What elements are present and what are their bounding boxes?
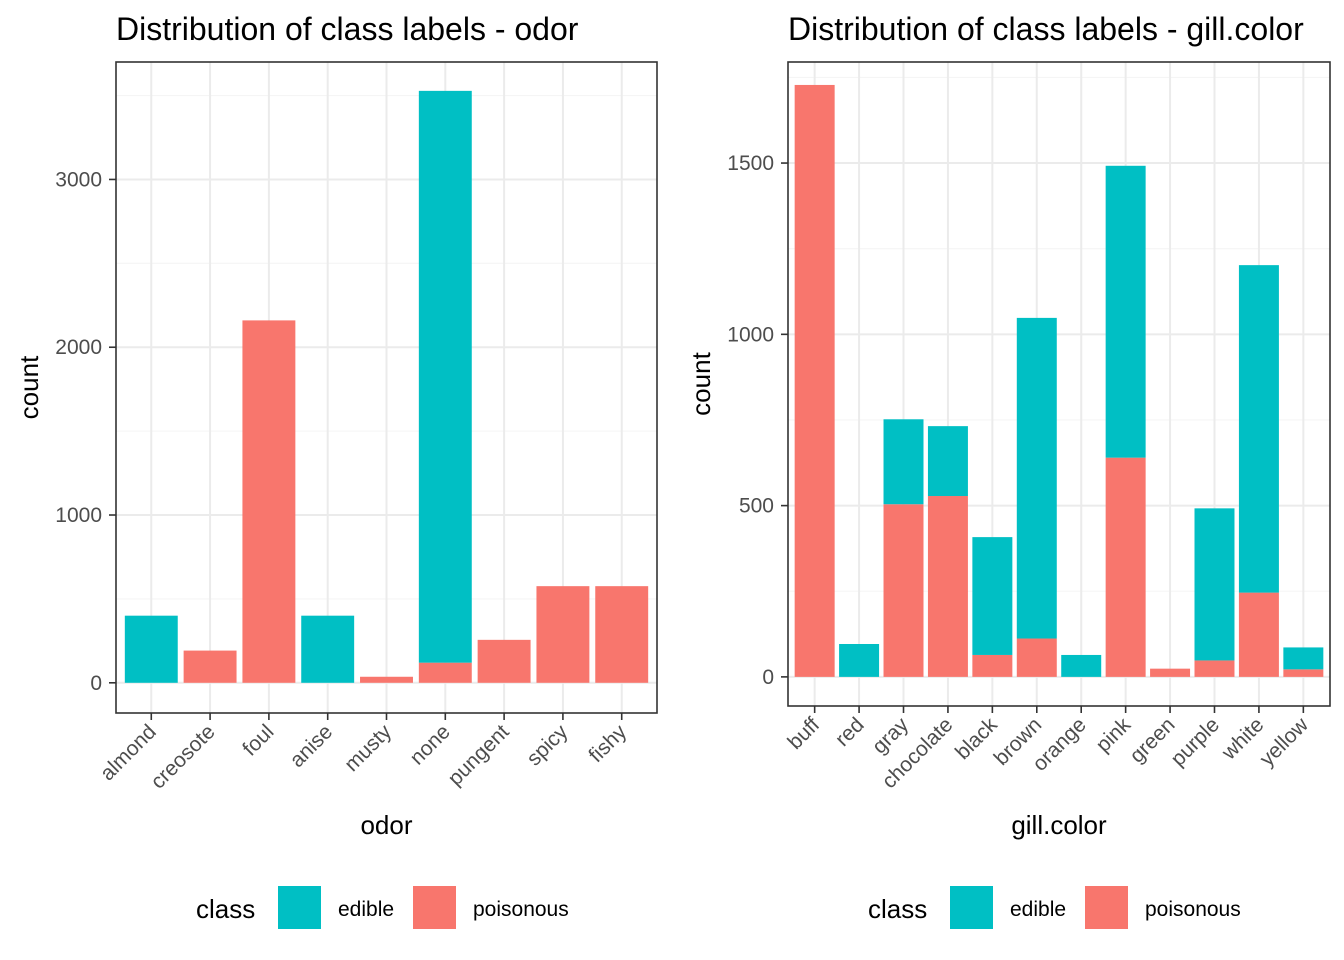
bar-poisonous-white bbox=[1238, 592, 1279, 677]
y-tick-label: 0 bbox=[90, 672, 102, 695]
bar-poisonous-chocolate bbox=[927, 496, 968, 677]
x-axis-title: gill.color bbox=[1011, 810, 1107, 840]
bar-edible-none bbox=[418, 90, 472, 663]
y-tick-label: 3000 bbox=[55, 168, 102, 191]
x-tick-label: pungent bbox=[444, 720, 514, 790]
y-tick-label: 500 bbox=[739, 495, 774, 518]
x-tick-label: yellow bbox=[1255, 713, 1313, 771]
bar-poisonous-creosote bbox=[183, 650, 237, 683]
legend-title: class bbox=[196, 894, 255, 924]
bar-poisonous-pink bbox=[1105, 457, 1146, 677]
bar-poisonous-spicy bbox=[536, 586, 590, 683]
bar-poisonous-purple bbox=[1194, 660, 1235, 677]
x-tick-label: red bbox=[831, 713, 869, 751]
bar-poisonous-buff bbox=[794, 84, 835, 677]
x-tick-label: none bbox=[406, 720, 455, 769]
legend-key-poisonous bbox=[1085, 886, 1128, 929]
y-tick-label: 2000 bbox=[55, 336, 102, 359]
x-tick-label: foul bbox=[238, 720, 278, 760]
bar-edible-anise bbox=[301, 615, 355, 683]
bar-poisonous-brown bbox=[1016, 638, 1057, 677]
bar-poisonous-pungent bbox=[477, 639, 531, 683]
x-tick-label: buff bbox=[783, 713, 824, 754]
x-tick-label: anise bbox=[285, 720, 337, 772]
bar-edible-almond bbox=[124, 615, 178, 683]
legend-label-poisonous: poisonous bbox=[1145, 898, 1241, 921]
legend: class edible poisonous bbox=[196, 886, 569, 929]
y-tick-label: 1000 bbox=[727, 323, 774, 346]
chart-title: Distribution of class labels - odor bbox=[116, 11, 579, 47]
legend-label-edible: edible bbox=[338, 898, 394, 921]
legend-label-edible: edible bbox=[1010, 898, 1066, 921]
bar-poisonous-black bbox=[972, 654, 1013, 677]
x-tick-label: musty bbox=[340, 720, 396, 776]
x-tick-label: creosote bbox=[146, 720, 219, 793]
bar-edible-brown bbox=[1016, 317, 1057, 639]
bar-poisonous-none bbox=[418, 662, 472, 683]
y-axis-title: count bbox=[14, 355, 44, 419]
y-tick-label: 1000 bbox=[55, 504, 102, 527]
y-tick-label: 0 bbox=[762, 666, 774, 689]
legend-key-poisonous bbox=[413, 886, 456, 929]
bar-edible-chocolate bbox=[927, 426, 968, 497]
x-tick-label: purple bbox=[1166, 713, 1224, 771]
x-tick-label: spicy bbox=[522, 720, 572, 770]
bar-poisonous-foul bbox=[242, 320, 296, 683]
legend-title: class bbox=[868, 894, 927, 924]
legend-label-poisonous: poisonous bbox=[473, 898, 569, 921]
x-axis-title: odor bbox=[360, 810, 412, 840]
bar-poisonous-green bbox=[1150, 668, 1191, 677]
y-axis-title: count bbox=[686, 351, 716, 415]
bar-poisonous-musty bbox=[360, 676, 413, 683]
bar-poisonous-fishy bbox=[595, 586, 649, 683]
bar-poisonous-yellow bbox=[1283, 669, 1324, 677]
x-tick-label: fishy bbox=[584, 720, 631, 767]
bar-edible-yellow bbox=[1283, 647, 1324, 670]
legend: class edible poisonous bbox=[868, 886, 1241, 929]
bar-edible-pink bbox=[1105, 165, 1146, 458]
bar-edible-purple bbox=[1194, 508, 1235, 661]
bar-poisonous-gray bbox=[883, 504, 924, 677]
bar-edible-black bbox=[972, 537, 1013, 655]
bar-edible-red bbox=[839, 643, 880, 677]
bar-edible-orange bbox=[1061, 654, 1102, 677]
bar-edible-gray bbox=[883, 419, 924, 505]
panel-border bbox=[787, 61, 1331, 707]
legend-key-edible bbox=[950, 886, 993, 929]
chart-title: Distribution of class labels - gill.colo… bbox=[788, 11, 1304, 47]
y-tick-label: 1500 bbox=[727, 152, 774, 175]
legend-key-edible bbox=[278, 886, 321, 929]
bar-edible-white bbox=[1238, 265, 1279, 593]
